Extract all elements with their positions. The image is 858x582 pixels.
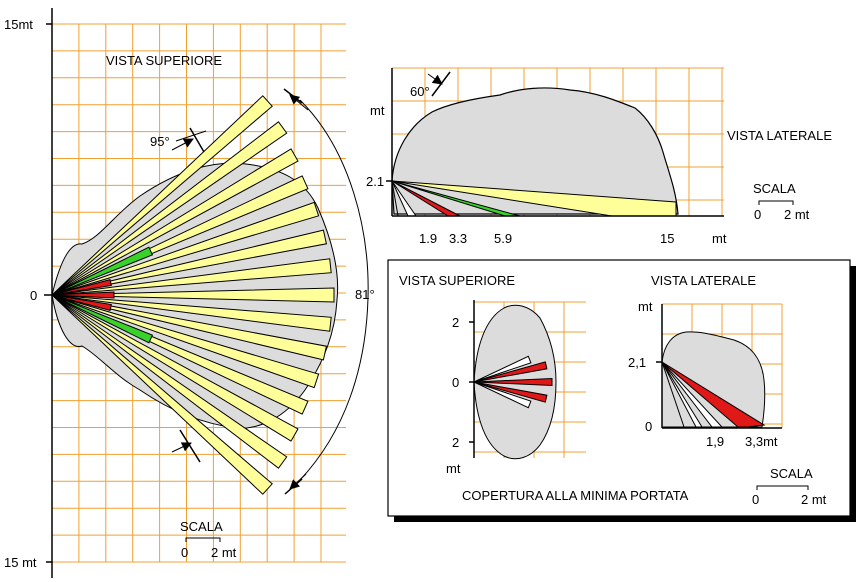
main-y-bottom-label: 15 mt [4, 555, 37, 570]
inset-scale-title: SCALA [770, 466, 813, 481]
side-x-tick-3: 5.9 [494, 231, 512, 246]
inset-beam-red [473, 381, 548, 403]
side-x-tick-1: 1.9 [419, 231, 437, 246]
main-beam-red [51, 294, 112, 312]
inset-top-tick-label-1: 2 [452, 315, 459, 330]
inset-beams [473, 355, 553, 409]
inset-side-x-tick-2: 3,3mt [745, 434, 778, 449]
side-scale-to: 2 mt [784, 207, 810, 222]
angle-top-arrow [171, 138, 194, 151]
inset-side-zero-label: 0 [645, 419, 652, 434]
inset-beam-red [473, 377, 553, 387]
angle-bottom-tick-1 [179, 429, 201, 463]
inset-top-title: VISTA SUPERIORE [399, 273, 515, 288]
main-beam-red [51, 278, 112, 296]
side-angle-label: 60° [410, 84, 430, 99]
side-angle-tick [431, 71, 451, 97]
side-x-tick-2: 3.3 [449, 231, 467, 246]
side-title: VISTA LATERALE [727, 128, 832, 143]
angle-side-arrow-bottom [289, 473, 307, 490]
inset-beam-white [473, 355, 532, 383]
main-beam-yellow [51, 201, 320, 296]
inset-box: VISTA SUPERIORE VISTA LATERALE 2 0 2 mt … [387, 259, 856, 522]
angle-top-label: 95° [150, 134, 170, 149]
main-beam-yellow [51, 294, 332, 332]
inset-side-y-unit: mt [638, 299, 653, 314]
inset-side-x-tick-1: 1,9 [706, 434, 724, 449]
main-beam-yellow [51, 294, 273, 495]
side-scale-title: SCALA [753, 181, 796, 196]
angle-top-tick-2 [189, 127, 205, 153]
main-beam-red [51, 291, 115, 299]
main-beam-yellow [51, 148, 299, 296]
main-beam-yellow [51, 287, 335, 303]
side-x-unit: mt [712, 231, 727, 246]
angle-side-label: 81° [355, 287, 375, 302]
inset-top-y-unit: mt [446, 461, 461, 476]
side-coverage-area [391, 87, 679, 215]
main-beam-green [51, 246, 154, 296]
inset-side-beam-line [661, 361, 685, 428]
main-top-view: 15mt 0 15 mt VISTA SUPERIORE 95° 81° SCA… [4, 8, 375, 578]
angle-side-arrow-top [289, 94, 309, 111]
main-beam-yellow [51, 121, 288, 296]
angle-top-tick-1 [175, 130, 207, 142]
inset-scale-bar [756, 485, 809, 490]
inset-scale-from: 0 [752, 492, 759, 507]
main-beam-yellow [51, 95, 273, 296]
inset-frame [387, 259, 851, 517]
main-beam-yellow [51, 294, 320, 389]
side-height-label: 2.1 [366, 174, 384, 189]
angle-side-end-top [283, 88, 303, 104]
main-title: VISTA SUPERIORE [106, 53, 222, 68]
main-scale-bar [185, 537, 221, 542]
inset-side-height-label: 2,1 [628, 355, 646, 370]
inset-side-title: VISTA LATERALE [651, 273, 756, 288]
inset-scale-to: 2 mt [801, 492, 827, 507]
side-scale-from: 0 [754, 207, 761, 222]
main-beam-green [51, 294, 154, 344]
main-beam-yellow [51, 294, 327, 361]
angle-bottom-arrow [171, 442, 192, 453]
main-scale-from: 0 [181, 545, 188, 560]
main-beam-yellow [51, 294, 299, 442]
main-scale-title: SCALA [180, 519, 223, 534]
side-angle-arrow [427, 73, 443, 85]
inset-top-tick-label-2: 0 [452, 375, 459, 390]
main-beam-yellow [51, 294, 288, 469]
side-beam-line [391, 180, 399, 217]
inset-beam-red [473, 361, 548, 383]
main-beam-yellow [51, 229, 327, 296]
side-x-tick-4: 15 [660, 231, 674, 246]
main-y-top-label: 15mt [4, 17, 33, 32]
main-beam-yellow [51, 258, 332, 296]
main-y-zero-label: 0 [30, 288, 37, 303]
inset-side-beam-white-2 [661, 361, 703, 428]
side-view: mt 2.1 1.9 3.3 5.9 15 mt 60° VISTA LATER… [366, 67, 832, 246]
inset-side-beam-white-1 [661, 361, 724, 428]
inset-caption: COPERTURA ALLA MINIMA PORTATA [462, 488, 689, 503]
inset-side-beam-red [661, 361, 766, 428]
inset-top-tick-label-3: 2 [452, 435, 459, 450]
inset-beam-white [473, 381, 532, 409]
side-scale-bar [758, 200, 794, 205]
main-scale-to: 2 mt [211, 545, 237, 560]
main-beams [51, 95, 335, 495]
side-y-unit: mt [370, 103, 385, 118]
angle-side-arc [299, 99, 369, 481]
